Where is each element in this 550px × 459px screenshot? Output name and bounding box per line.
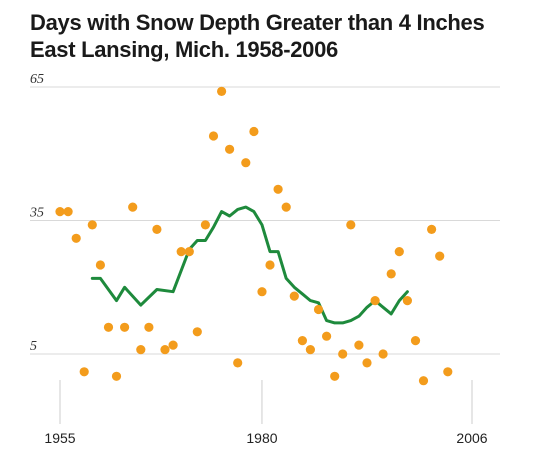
x-tick-label: 2006 bbox=[456, 430, 487, 446]
chart-subtitle: East Lansing, Mich. 1958-2006 bbox=[30, 37, 338, 62]
data-point bbox=[378, 349, 388, 359]
data-point bbox=[370, 296, 380, 306]
grid-layer bbox=[30, 86, 500, 355]
data-point bbox=[128, 202, 138, 212]
data-points-layer bbox=[55, 86, 453, 386]
data-point bbox=[297, 336, 307, 346]
data-point bbox=[200, 220, 210, 230]
data-point bbox=[265, 260, 275, 270]
data-point bbox=[208, 131, 219, 141]
data-point bbox=[418, 376, 429, 386]
data-point bbox=[192, 327, 202, 337]
data-point bbox=[427, 224, 437, 234]
x-tick-label: 1980 bbox=[246, 430, 277, 446]
data-point bbox=[402, 296, 412, 306]
data-point bbox=[410, 336, 421, 346]
data-point bbox=[152, 224, 162, 234]
data-point bbox=[435, 251, 445, 261]
data-point bbox=[233, 358, 243, 368]
data-point bbox=[241, 158, 251, 168]
data-point bbox=[386, 269, 396, 279]
data-point bbox=[305, 345, 315, 355]
data-point bbox=[160, 345, 170, 355]
data-point bbox=[443, 367, 453, 377]
data-point bbox=[346, 220, 356, 230]
data-point bbox=[136, 345, 146, 355]
data-point bbox=[273, 184, 283, 194]
data-point bbox=[289, 291, 299, 301]
data-point bbox=[95, 260, 105, 270]
data-point bbox=[120, 322, 130, 332]
chart-title-block: Days with Snow Depth Greater than 4 Inch… bbox=[30, 9, 485, 63]
data-point bbox=[322, 331, 332, 341]
y-tick-label: 65 bbox=[30, 72, 44, 87]
data-point bbox=[394, 247, 404, 257]
x-tick-label: 1955 bbox=[44, 430, 75, 446]
data-point bbox=[249, 126, 259, 137]
data-point bbox=[168, 340, 178, 350]
data-point bbox=[79, 367, 89, 377]
data-point bbox=[330, 371, 340, 381]
data-point bbox=[362, 358, 372, 368]
data-point bbox=[176, 247, 186, 257]
data-point bbox=[87, 220, 97, 230]
data-point bbox=[111, 371, 122, 381]
data-point bbox=[338, 349, 348, 359]
data-point bbox=[63, 207, 73, 217]
data-point bbox=[257, 287, 267, 297]
axis-layer: 65 35 5 1955 1980 2006 bbox=[29, 72, 488, 446]
data-point bbox=[217, 86, 227, 96]
trend-line bbox=[90, 205, 409, 325]
data-point bbox=[354, 340, 364, 350]
y-tick-label: 35 bbox=[29, 206, 44, 221]
data-point bbox=[184, 247, 194, 257]
data-point bbox=[225, 144, 235, 154]
y-tick-label: 5 bbox=[30, 339, 37, 354]
data-point bbox=[55, 207, 65, 217]
chart-title: Days with Snow Depth Greater than 4 Inch… bbox=[30, 10, 485, 35]
data-point bbox=[313, 304, 324, 315]
data-point bbox=[281, 202, 291, 212]
data-point bbox=[103, 322, 114, 332]
data-point bbox=[71, 233, 81, 243]
data-point bbox=[144, 322, 154, 332]
trend-line-layer bbox=[90, 205, 409, 325]
